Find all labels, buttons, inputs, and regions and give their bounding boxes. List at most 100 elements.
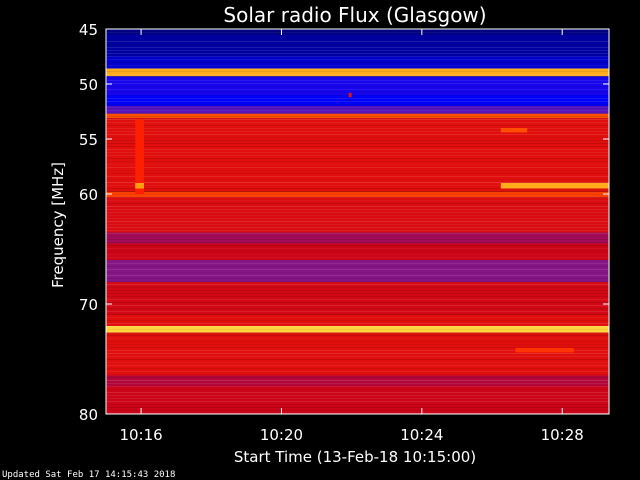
spectral-feature <box>500 183 609 189</box>
texture-line <box>106 233 609 234</box>
texture-line <box>106 221 609 222</box>
texture-line <box>106 254 609 255</box>
texture-line <box>106 128 609 129</box>
texture-line <box>106 308 609 309</box>
texture-line <box>106 368 609 369</box>
heatmap-plot-area <box>106 29 609 414</box>
texture-line <box>106 281 609 282</box>
texture-line <box>106 236 609 237</box>
texture-line <box>106 218 609 219</box>
y-tick-label: 70 <box>79 296 98 314</box>
texture-line <box>106 146 609 147</box>
texture-line <box>106 212 609 213</box>
texture-line <box>106 353 609 354</box>
texture-line <box>106 38 609 39</box>
texture-line <box>106 56 609 57</box>
texture-line <box>106 164 609 165</box>
texture-line <box>106 257 609 258</box>
texture-line <box>106 83 609 84</box>
axes: 45 50 55 60 70 80 10:16 10:20 10:24 10:28 <box>79 21 610 444</box>
texture-line <box>106 398 609 399</box>
spectral-feature <box>135 119 145 194</box>
texture-line <box>106 356 609 357</box>
texture-line <box>106 386 609 387</box>
texture-line <box>106 50 609 51</box>
texture-line <box>106 344 609 345</box>
texture-line <box>106 131 609 132</box>
texture-line <box>106 206 609 207</box>
texture-line <box>106 215 609 216</box>
frequency-band <box>106 375 609 387</box>
texture-line <box>106 230 609 231</box>
texture-line <box>106 314 609 315</box>
frequency-band <box>106 34 609 57</box>
texture-line <box>106 350 609 351</box>
x-tick-label: 10:20 <box>260 426 303 444</box>
texture-line <box>106 272 609 273</box>
texture-line <box>106 338 609 339</box>
frequency-band <box>106 243 609 260</box>
texture-line <box>106 320 609 321</box>
texture-line <box>106 113 609 114</box>
texture-line <box>106 116 609 117</box>
texture-line <box>106 389 609 390</box>
x-tick-label: 10:28 <box>541 426 584 444</box>
texture-line <box>106 209 609 210</box>
frequency-band <box>106 332 609 376</box>
texture-line <box>106 359 609 360</box>
texture-line <box>106 284 609 285</box>
texture-line <box>106 95 609 96</box>
texture-line <box>106 161 609 162</box>
x-tick-label: 10:24 <box>400 426 443 444</box>
texture-line <box>106 140 609 141</box>
texture-line <box>106 182 609 183</box>
texture-line <box>106 329 609 330</box>
texture-line <box>106 44 609 45</box>
texture-line <box>106 332 609 333</box>
spectral-feature <box>500 128 528 133</box>
x-axis-label: Start Time (13-Feb-18 10:15:00) <box>234 448 476 466</box>
frequency-band <box>106 56 609 69</box>
texture-line <box>106 380 609 381</box>
x-tick-label: 10:16 <box>119 426 162 444</box>
texture-line <box>106 374 609 375</box>
spectral-feature <box>515 348 574 353</box>
texture-line <box>106 245 609 246</box>
spectral-feature <box>348 92 352 98</box>
texture-line <box>106 71 609 72</box>
texture-line <box>106 266 609 267</box>
texture-line <box>106 68 609 69</box>
frequency-band <box>106 106 609 114</box>
plot-frame <box>105 28 610 415</box>
y-tick-label: 55 <box>79 131 98 149</box>
texture-line <box>106 137 609 138</box>
frequency-band <box>106 232 609 244</box>
texture-line <box>106 224 609 225</box>
y-tick-label: 50 <box>79 76 98 94</box>
texture-line <box>106 335 609 336</box>
y-tick-label: 80 <box>79 406 98 424</box>
frequency-band <box>106 95 609 106</box>
texture-line <box>106 260 609 261</box>
texture-line <box>106 383 609 384</box>
texture-line <box>106 407 609 408</box>
frequency-band <box>106 282 609 315</box>
texture-line <box>106 110 609 111</box>
y-axis-label: Frequency [MHz] <box>49 162 67 288</box>
texture-line <box>106 296 609 297</box>
texture-line <box>106 176 609 177</box>
frequency-band <box>106 326 609 333</box>
texture-line <box>106 299 609 300</box>
texture-line <box>106 392 609 393</box>
texture-line <box>106 122 609 123</box>
texture-line <box>106 227 609 228</box>
texture-line <box>106 326 609 327</box>
texture-line <box>106 305 609 306</box>
y-tick-label: 60 <box>79 186 98 204</box>
frequency-band <box>106 68 609 77</box>
texture-line <box>106 80 609 81</box>
texture-line <box>106 377 609 378</box>
texture-line <box>106 395 609 396</box>
texture-line <box>106 404 609 405</box>
